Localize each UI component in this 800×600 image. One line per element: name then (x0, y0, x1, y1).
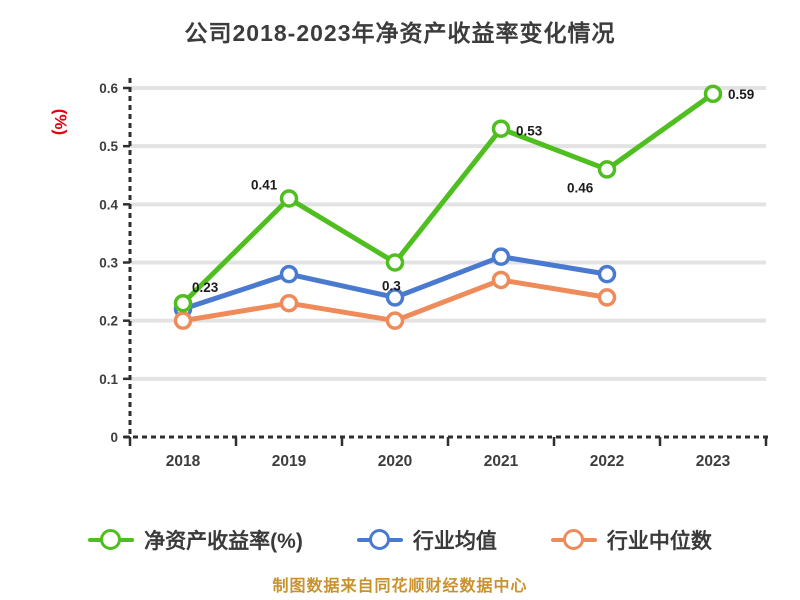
legend-item-industry-median[interactable]: 行业中位数 (550, 525, 712, 555)
data-point-marker (279, 293, 299, 313)
chart-legend: 净资产收益率(%) 行业均值 行业中位数 (0, 518, 800, 562)
chart-title: 公司2018-2023年净资产收益率变化情况 (184, 20, 616, 46)
y-tick-label: 0.6 (99, 81, 118, 96)
data-point-marker (279, 189, 299, 208)
data-point-marker (385, 288, 405, 307)
y-tick-label: 0.4 (99, 197, 118, 212)
data-point-marker (279, 264, 299, 284)
x-tick-label: 2021 (484, 453, 519, 470)
y-tick-label: 0.1 (99, 372, 118, 387)
y-tick-label: 0.2 (99, 314, 118, 329)
data-point-label: 0.46 (567, 180, 594, 195)
x-tick-label: 2019 (272, 453, 307, 470)
y-tick-label: 0.3 (99, 256, 118, 271)
data-point-label: 0.59 (728, 87, 754, 102)
series-line (180, 91, 716, 306)
legend-item-company[interactable]: 净资产收益率(%) (88, 525, 303, 555)
data-point-marker (385, 311, 405, 330)
data-point-marker (491, 270, 511, 290)
legend-label-industry-mean: 行业均值 (412, 530, 497, 553)
x-tick-label: 2022 (590, 453, 624, 470)
data-point-marker (703, 84, 723, 104)
data-point-marker (491, 119, 511, 138)
y-tick-label: 0 (110, 430, 118, 445)
data-point-marker (597, 160, 617, 179)
data-source-note: 制图数据来自同花顺财经数据中心 (272, 578, 528, 595)
data-point-marker (491, 247, 511, 266)
data-point-label: 0.53 (516, 124, 543, 139)
data-point-marker (173, 311, 193, 330)
x-tick-label: 2020 (378, 453, 412, 470)
legend-marker-blue-icon (356, 528, 403, 552)
legend-label-company: 净资产收益率(%) (144, 530, 303, 553)
data-point-marker (597, 264, 617, 284)
x-tick-label: 2018 (166, 453, 201, 470)
data-point-marker (597, 288, 617, 307)
data-point-label: 0.3 (382, 279, 401, 294)
legend-marker-green-icon (88, 528, 135, 552)
data-point-label: 0.23 (192, 280, 219, 295)
legend-item-industry-mean[interactable]: 行业均值 (356, 525, 497, 555)
x-tick-label: 2023 (696, 453, 731, 470)
data-point-marker (385, 253, 405, 272)
legend-label-industry-median: 行业中位数 (606, 530, 712, 553)
legend-marker-orange-icon (550, 528, 597, 552)
data-point-marker (173, 293, 193, 313)
data-point-label: 0.41 (251, 178, 278, 193)
y-tick-label: 0.5 (99, 139, 118, 154)
